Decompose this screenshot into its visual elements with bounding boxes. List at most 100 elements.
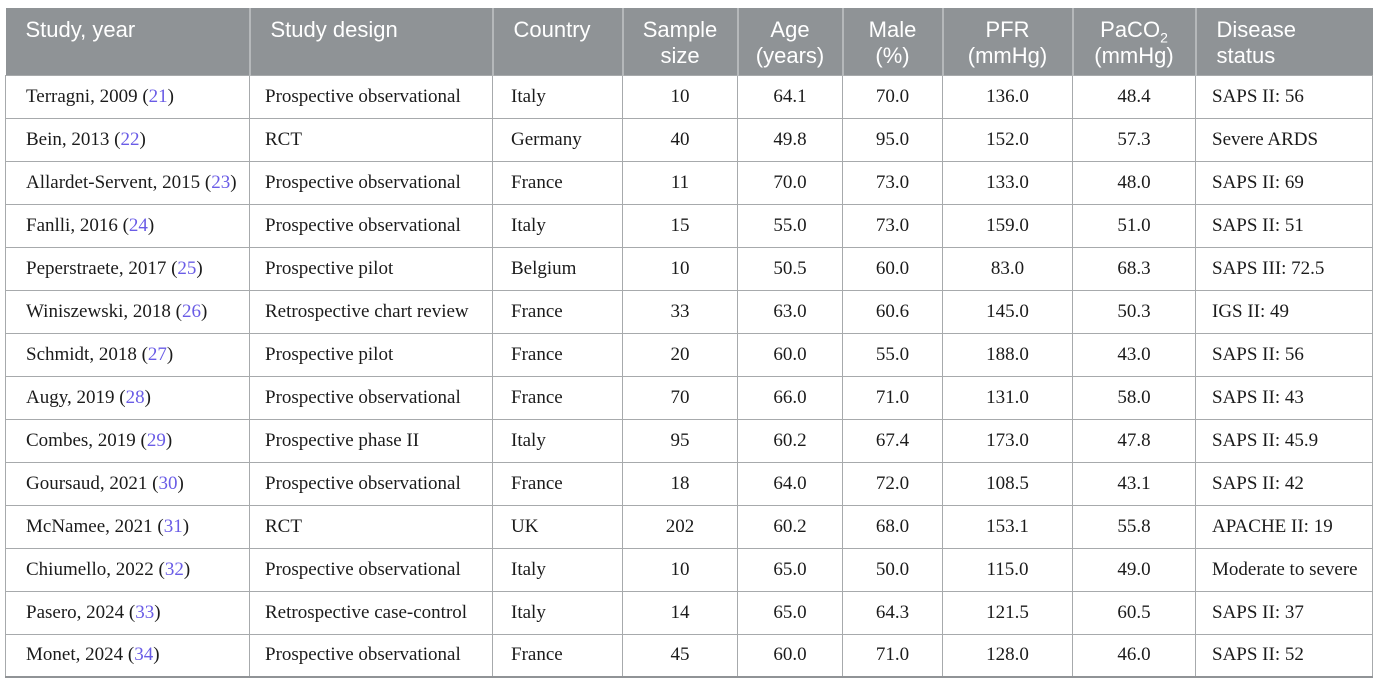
sample-size-cell: 18	[622, 461, 738, 506]
paco2-cell: 57.3	[1072, 117, 1196, 162]
header-label: Age	[770, 17, 810, 42]
country-cell: Italy	[492, 74, 623, 119]
study-label: Combes, 2019 (	[26, 429, 147, 451]
pfr-cell: 136.0	[942, 74, 1073, 119]
study-year-cell: McNamee, 2021 (31)	[5, 504, 250, 549]
citation-link[interactable]: 22	[120, 128, 140, 150]
paco2-cell: 68.3	[1072, 246, 1196, 291]
study-design-cell: RCT	[249, 504, 493, 549]
paco2-cell: 48.0	[1072, 160, 1196, 205]
age-cell: 60.2	[737, 504, 843, 549]
header-label: Male	[868, 17, 917, 42]
header-row: Study, year Study design Country Sample …	[5, 8, 1373, 75]
header-label: (mmHg)	[967, 43, 1048, 68]
study-design-cell: Prospective observational	[249, 633, 493, 678]
age-cell: 65.0	[737, 547, 843, 592]
citation-link[interactable]: 24	[128, 214, 148, 236]
header-label: (mmHg)	[1094, 43, 1174, 68]
col-header-pfr: PFR (mmHg)	[941, 8, 1073, 75]
study-design-cell: RCT	[249, 117, 493, 162]
pfr-cell: 83.0	[942, 246, 1073, 291]
study-year-cell: Terragni, 2009 (21)	[5, 74, 250, 119]
study-label: Chiumello, 2022 (	[26, 558, 165, 580]
sample-size-cell: 40	[622, 117, 738, 162]
table-row: Pasero, 2024 (33) Retrospective case-cont…	[5, 590, 1373, 635]
study-design-cell: Retrospective chart review	[249, 289, 493, 334]
study-design-cell: Prospective observational	[249, 461, 493, 506]
pfr-cell: 153.1	[942, 504, 1073, 549]
table-row: Schmidt, 2018 (27) Prospective pilot Franc…	[5, 332, 1373, 377]
studies-table: Study, year Study design Country Sample …	[5, 8, 1373, 678]
pfr-cell: 121.5	[942, 590, 1073, 635]
citation-link[interactable]: 25	[177, 257, 197, 279]
sample-size-cell: 45	[622, 633, 738, 678]
disease-status-cell: SAPS II: 69	[1195, 160, 1373, 205]
table-row: Goursaud, 2021 (30) Prospective observati…	[5, 461, 1373, 506]
country-cell: France	[492, 332, 623, 377]
pfr-cell: 145.0	[942, 289, 1073, 334]
disease-status-cell: IGS II: 49	[1195, 289, 1373, 334]
study-design-cell: Prospective observational	[249, 160, 493, 205]
pfr-cell: 131.0	[942, 375, 1073, 420]
table-row: Augy, 2019 (28) Prospective observational…	[5, 375, 1373, 420]
citation-link[interactable]: 29	[146, 429, 166, 451]
age-cell: 49.8	[737, 117, 843, 162]
header-label: (%)	[875, 43, 910, 68]
disease-status-cell: Severe ARDS	[1195, 117, 1373, 162]
country-cell: France	[492, 461, 623, 506]
study-label: McNamee, 2021 (	[26, 515, 164, 537]
citation-link[interactable]: 31	[163, 515, 183, 537]
col-header-male: Male (%)	[841, 8, 943, 75]
age-cell: 60.0	[737, 332, 843, 377]
study-label: Augy, 2019 (	[26, 386, 126, 408]
citation-link[interactable]: 32	[164, 558, 184, 580]
col-header-disease-status: Disease status	[1194, 8, 1373, 75]
study-label: Goursaud, 2021 (	[26, 472, 159, 494]
study-label: Monet, 2024 (	[26, 644, 135, 666]
study-design-cell: Prospective phase II	[249, 418, 493, 463]
disease-status-cell: Moderate to severe	[1195, 547, 1373, 592]
age-cell: 64.0	[737, 461, 843, 506]
disease-status-cell: SAPS II: 37	[1195, 590, 1373, 635]
citation-link[interactable]: 28	[125, 386, 145, 408]
age-cell: 60.0	[737, 633, 843, 678]
pfr-cell: 115.0	[942, 547, 1073, 592]
male-percent-cell: 50.0	[842, 547, 943, 592]
citation-link[interactable]: 23	[211, 171, 231, 193]
study-year-cell: Fanlli, 2016 (24)	[5, 203, 250, 248]
country-cell: Italy	[492, 590, 623, 635]
disease-status-cell: SAPS II: 52	[1195, 633, 1373, 678]
sample-size-cell: 10	[622, 74, 738, 119]
table-row: Winiszewski, 2018 (26) Retrospective char…	[5, 289, 1373, 334]
pfr-cell: 108.5	[942, 461, 1073, 506]
age-cell: 65.0	[737, 590, 843, 635]
study-label: Allardet-Servent, 2015 (	[26, 171, 212, 193]
col-header-paco2: PaCO2 (mmHg)	[1071, 8, 1196, 75]
study-design-cell: Prospective pilot	[249, 332, 493, 377]
study-design-cell: Prospective observational	[249, 74, 493, 119]
age-cell: 63.0	[737, 289, 843, 334]
citation-link[interactable]: 26	[181, 300, 201, 322]
country-cell: Belgium	[492, 246, 623, 291]
citation-link[interactable]: 33	[135, 601, 155, 623]
paco2-cell: 47.8	[1072, 418, 1196, 463]
study-year-cell: Augy, 2019 (28)	[5, 375, 250, 420]
citation-link[interactable]: 34	[134, 644, 154, 666]
age-cell: 50.5	[737, 246, 843, 291]
pfr-cell: 188.0	[942, 332, 1073, 377]
male-percent-cell: 67.4	[842, 418, 943, 463]
male-percent-cell: 60.0	[842, 246, 943, 291]
citation-link[interactable]: 27	[147, 343, 167, 365]
male-percent-cell: 64.3	[842, 590, 943, 635]
country-cell: Italy	[492, 547, 623, 592]
header-label: Study design	[270, 17, 398, 42]
table-row: Chiumello, 2022 (32) Prospective observat…	[5, 547, 1373, 592]
study-design-cell: Retrospective case-control	[249, 590, 493, 635]
header-label: size	[660, 43, 700, 68]
male-percent-cell: 73.0	[842, 160, 943, 205]
disease-status-cell: SAPS II: 45.9	[1195, 418, 1373, 463]
paco2-cell: 55.8	[1072, 504, 1196, 549]
paco2-cell: 50.3	[1072, 289, 1196, 334]
citation-link[interactable]: 21	[148, 85, 168, 107]
citation-link[interactable]: 30	[158, 472, 178, 494]
